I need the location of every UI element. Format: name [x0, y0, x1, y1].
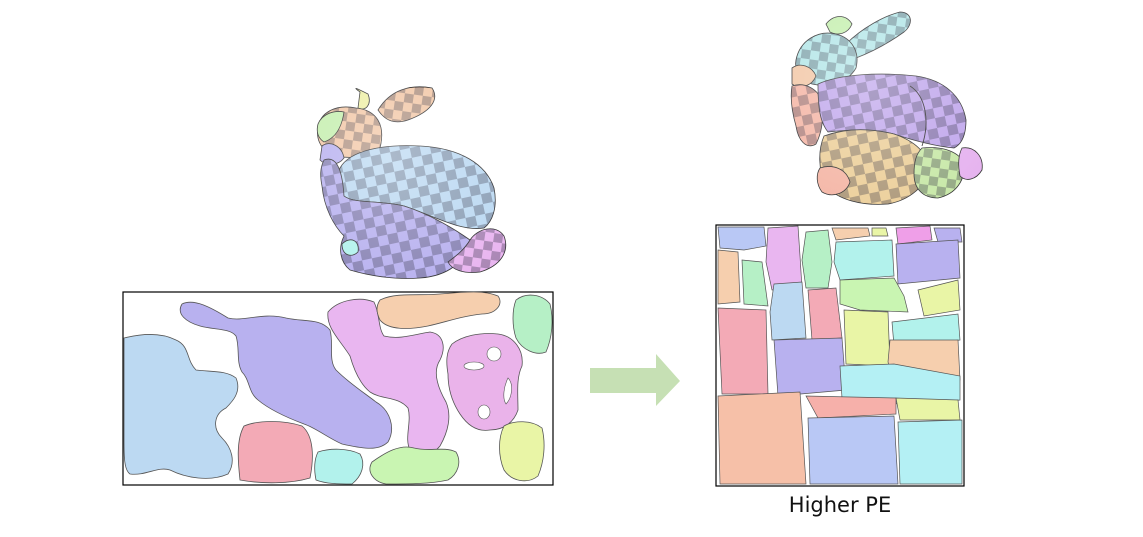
- right-uv-atlas: [715, 224, 965, 487]
- right-arrow-icon: [590, 354, 680, 406]
- right-bunny-illustration: [788, 10, 988, 210]
- left-uv-atlas: [122, 291, 554, 486]
- right-caption: Higher PE: [788, 493, 892, 517]
- left-bunny-illustration: [310, 86, 510, 283]
